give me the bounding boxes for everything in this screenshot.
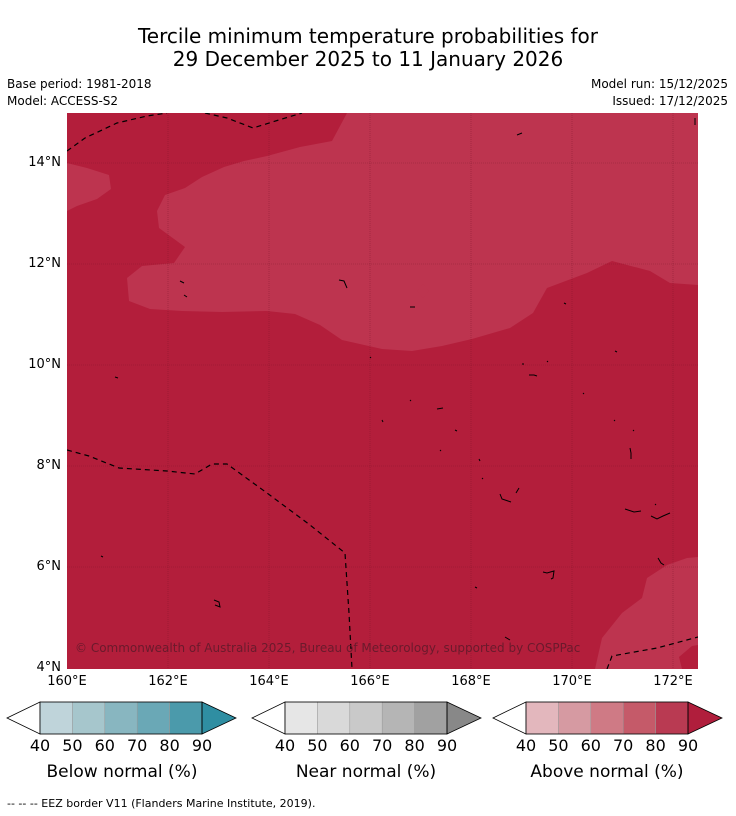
above-colorbar-tick: 50 bbox=[548, 736, 569, 755]
below-normal-colorbar bbox=[6, 701, 237, 735]
below-colorbar-tick: 60 bbox=[94, 736, 115, 755]
below-colorbar-segment bbox=[136, 701, 170, 735]
below-colorbar-segment bbox=[39, 701, 73, 735]
lat-label: 14°N bbox=[28, 155, 61, 170]
model-name: Model: ACCESS-S2 bbox=[7, 94, 119, 108]
near-colorbar-tick: 50 bbox=[307, 736, 328, 755]
below-colorbar-tick: 40 bbox=[29, 736, 51, 755]
below-colorbar-segment bbox=[169, 701, 203, 735]
above-80-90-small-patch bbox=[679, 645, 698, 669]
near-colorbar-tick: 80 bbox=[404, 736, 425, 755]
near-colorbar-outline bbox=[284, 701, 448, 735]
below-colorbar-tick: 50 bbox=[62, 736, 83, 755]
above-70-80-region bbox=[127, 113, 698, 351]
above-normal-title: Above normal (%) bbox=[530, 762, 684, 782]
lon-label: 160°E bbox=[47, 674, 87, 689]
lat-label: 4°N bbox=[36, 660, 62, 675]
issued-date: Issued: 17/12/2025 bbox=[612, 94, 728, 108]
above-colorbar-segment bbox=[525, 701, 559, 735]
below-colorbar-segment bbox=[72, 701, 106, 735]
above-colorbar-segment bbox=[655, 701, 689, 735]
eez-border bbox=[67, 113, 698, 669]
probability-map bbox=[67, 113, 698, 669]
above-colorbar-tick: 80 bbox=[645, 736, 666, 755]
lon-label: 166°E bbox=[350, 674, 390, 689]
above-colorbar-segment bbox=[622, 701, 656, 735]
above-colorbar-tick: 90 bbox=[677, 736, 699, 755]
above-colorbar-tick: 60 bbox=[580, 736, 601, 755]
above-normal-colorbar bbox=[492, 701, 723, 735]
above-colorbar-tick: 70 bbox=[613, 736, 634, 755]
above-colorbar-tick: 40 bbox=[515, 736, 537, 755]
near-colorbar-over bbox=[446, 701, 482, 735]
above-colorbar-under bbox=[492, 701, 527, 735]
lon-label: 164°E bbox=[249, 674, 289, 689]
near-colorbar-segment bbox=[317, 701, 351, 735]
below-colorbar-over bbox=[201, 701, 237, 735]
above-70-80-bottom-right bbox=[595, 557, 698, 669]
above-70-80-small-diamond bbox=[417, 284, 429, 298]
lat-label: 10°N bbox=[28, 357, 61, 372]
lat-label: 12°N bbox=[28, 256, 61, 271]
below-colorbar-tick: 80 bbox=[159, 736, 180, 755]
near-colorbar-under bbox=[251, 701, 286, 735]
near-normal-title: Near normal (%) bbox=[295, 762, 437, 782]
below-colorbar-segment bbox=[104, 701, 138, 735]
map-title-line1: Tercile minimum temperature probabilitie… bbox=[137, 24, 599, 48]
model-run: Model run: 15/12/2025 bbox=[590, 77, 728, 91]
near-colorbar-segment bbox=[414, 701, 448, 735]
above-colorbar-segment bbox=[590, 701, 624, 735]
graticule bbox=[67, 113, 698, 669]
above-colorbar-segment bbox=[558, 701, 592, 735]
near-colorbar-segment bbox=[381, 701, 415, 735]
near-colorbar-tick: 40 bbox=[274, 736, 296, 755]
map-copyright: © Commonwealth of Australia 2025, Bureau… bbox=[75, 641, 581, 655]
lon-label: 170°E bbox=[552, 674, 592, 689]
above-colorbar-over bbox=[687, 701, 723, 735]
near-normal-colorbar bbox=[251, 701, 482, 735]
below-colorbar-under bbox=[6, 701, 41, 735]
lat-label: 8°N bbox=[36, 458, 62, 473]
islands bbox=[100, 118, 696, 641]
below-colorbar-tick: 90 bbox=[191, 736, 213, 755]
map-title-line2: 29 December 2025 to 11 January 2026 bbox=[172, 47, 564, 71]
lon-label: 168°E bbox=[451, 674, 491, 689]
lat-label: 6°N bbox=[36, 559, 62, 574]
above-70-80-left-patch bbox=[67, 163, 111, 211]
base-period: Base period: 1981-2018 bbox=[7, 77, 152, 91]
below-normal-title: Below normal (%) bbox=[46, 762, 198, 782]
lon-label: 172°E bbox=[653, 674, 693, 689]
near-colorbar-tick: 60 bbox=[339, 736, 360, 755]
eez-footnote: -- -- -- EEZ border V11 (Flanders Marine… bbox=[7, 797, 316, 810]
near-colorbar-tick: 90 bbox=[436, 736, 458, 755]
lon-label: 162°E bbox=[148, 674, 188, 689]
near-colorbar-segment bbox=[349, 701, 383, 735]
below-colorbar-tick: 70 bbox=[127, 736, 148, 755]
below-colorbar-outline bbox=[39, 701, 203, 735]
near-colorbar-tick: 70 bbox=[372, 736, 393, 755]
above-colorbar-outline bbox=[525, 701, 689, 735]
near-colorbar-segment bbox=[284, 701, 318, 735]
